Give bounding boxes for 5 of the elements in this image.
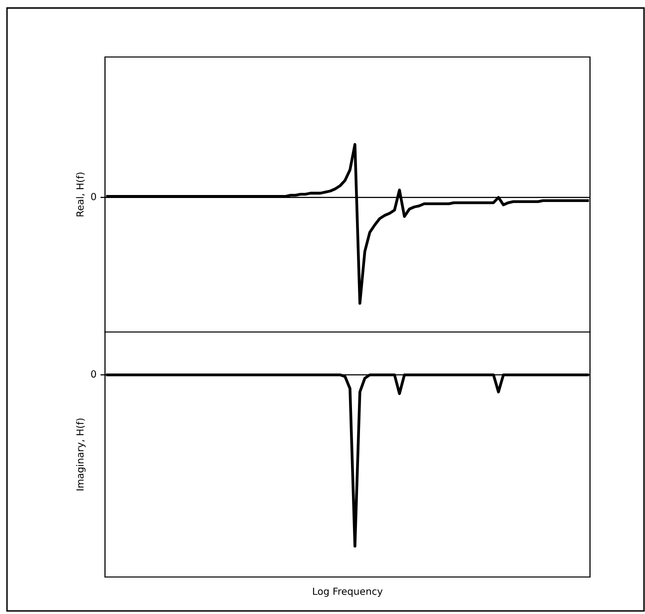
y-axis-title: Imaginary, H(f) xyxy=(76,418,86,490)
text: 0 xyxy=(91,192,96,200)
text: 0 xyxy=(91,370,96,378)
x-axis-title: Log Frequency xyxy=(313,588,383,597)
y-axis-title: Real, H(f) xyxy=(76,172,85,216)
